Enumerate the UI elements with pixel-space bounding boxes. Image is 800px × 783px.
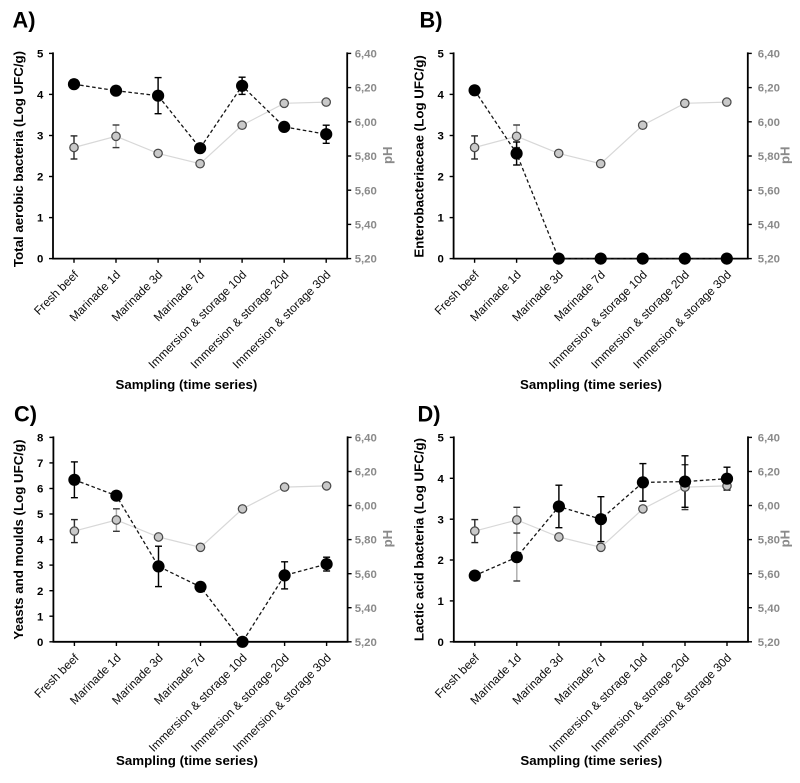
svg-text:6,00: 6,00 bbox=[758, 501, 780, 513]
svg-text:Enterobacteriaceae (Log UFC/g): Enterobacteriaceae (Log UFC/g) bbox=[412, 55, 427, 257]
svg-text:5,20: 5,20 bbox=[758, 254, 780, 266]
svg-text:6: 6 bbox=[37, 484, 43, 496]
svg-text:5: 5 bbox=[437, 433, 444, 445]
svg-text:pH: pH bbox=[380, 530, 395, 548]
svg-text:5,80: 5,80 bbox=[758, 151, 780, 163]
svg-text:Yeasts and moulds (Log UFC/g): Yeasts and moulds (Log UFC/g) bbox=[11, 439, 26, 639]
svg-text:2: 2 bbox=[37, 172, 43, 184]
svg-text:Lactic acid bacteria (Log UFC/: Lactic acid bacteria (Log UFC/g) bbox=[412, 438, 427, 641]
svg-text:5,20: 5,20 bbox=[758, 637, 780, 649]
svg-text:2: 2 bbox=[437, 172, 443, 184]
svg-text:5,20: 5,20 bbox=[355, 637, 377, 649]
svg-text:5: 5 bbox=[37, 49, 44, 61]
svg-text:5,60: 5,60 bbox=[355, 185, 377, 197]
svg-text:pH: pH bbox=[380, 146, 395, 164]
svg-text:3: 3 bbox=[37, 131, 43, 143]
svg-text:Sampling (time series): Sampling (time series) bbox=[520, 377, 662, 392]
svg-text:6,40: 6,40 bbox=[758, 49, 780, 61]
svg-text:Sampling (time series): Sampling (time series) bbox=[115, 377, 257, 392]
svg-text:5,80: 5,80 bbox=[758, 535, 780, 547]
svg-text:C): C) bbox=[14, 401, 37, 426]
svg-text:0: 0 bbox=[437, 637, 443, 649]
svg-text:Total aerobic bacteria (Log UF: Total aerobic bacteria (Log UFC/g) bbox=[11, 51, 26, 267]
svg-text:Sampling (time series): Sampling (time series) bbox=[116, 753, 258, 768]
svg-text:8: 8 bbox=[37, 433, 43, 445]
svg-text:A): A) bbox=[13, 7, 36, 32]
svg-text:5,60: 5,60 bbox=[758, 569, 780, 581]
svg-text:3: 3 bbox=[37, 560, 43, 572]
svg-text:pH: pH bbox=[777, 146, 792, 164]
svg-text:4: 4 bbox=[37, 90, 44, 102]
svg-text:2: 2 bbox=[37, 586, 43, 598]
svg-text:D): D) bbox=[418, 401, 441, 426]
svg-text:4: 4 bbox=[37, 535, 44, 547]
svg-text:5,40: 5,40 bbox=[355, 603, 377, 615]
svg-text:5,60: 5,60 bbox=[355, 569, 377, 581]
svg-text:1: 1 bbox=[37, 213, 44, 225]
svg-text:6,40: 6,40 bbox=[758, 433, 780, 445]
svg-text:5: 5 bbox=[437, 49, 444, 61]
svg-text:6,20: 6,20 bbox=[355, 467, 377, 479]
svg-text:6,20: 6,20 bbox=[355, 83, 377, 95]
svg-text:5,60: 5,60 bbox=[758, 185, 780, 197]
svg-text:Sampling (time series): Sampling (time series) bbox=[520, 753, 662, 768]
svg-text:pH: pH bbox=[777, 530, 792, 548]
svg-text:6,00: 6,00 bbox=[355, 117, 377, 129]
svg-text:5,40: 5,40 bbox=[355, 220, 377, 232]
svg-text:5: 5 bbox=[37, 509, 44, 521]
svg-text:5,40: 5,40 bbox=[758, 603, 780, 615]
svg-text:6,40: 6,40 bbox=[355, 49, 377, 61]
svg-text:B): B) bbox=[420, 7, 443, 32]
svg-text:0: 0 bbox=[437, 254, 443, 266]
svg-text:3: 3 bbox=[437, 514, 443, 526]
svg-text:4: 4 bbox=[437, 90, 444, 102]
svg-text:6,40: 6,40 bbox=[355, 433, 377, 445]
svg-text:0: 0 bbox=[37, 637, 43, 649]
svg-text:1: 1 bbox=[437, 596, 444, 608]
svg-text:5,80: 5,80 bbox=[355, 151, 377, 163]
svg-text:5,80: 5,80 bbox=[355, 535, 377, 547]
svg-text:4: 4 bbox=[437, 473, 444, 485]
svg-text:3: 3 bbox=[437, 131, 443, 143]
svg-text:1: 1 bbox=[437, 213, 444, 225]
svg-text:5,40: 5,40 bbox=[758, 220, 780, 232]
svg-text:0: 0 bbox=[37, 254, 43, 266]
svg-text:6,00: 6,00 bbox=[355, 501, 377, 513]
svg-text:1: 1 bbox=[37, 611, 44, 623]
svg-text:2: 2 bbox=[437, 555, 443, 567]
svg-text:7: 7 bbox=[37, 458, 43, 470]
svg-text:6,20: 6,20 bbox=[758, 467, 780, 479]
svg-text:6,20: 6,20 bbox=[758, 83, 780, 95]
svg-text:6,00: 6,00 bbox=[758, 117, 780, 129]
svg-text:5,20: 5,20 bbox=[355, 254, 377, 266]
